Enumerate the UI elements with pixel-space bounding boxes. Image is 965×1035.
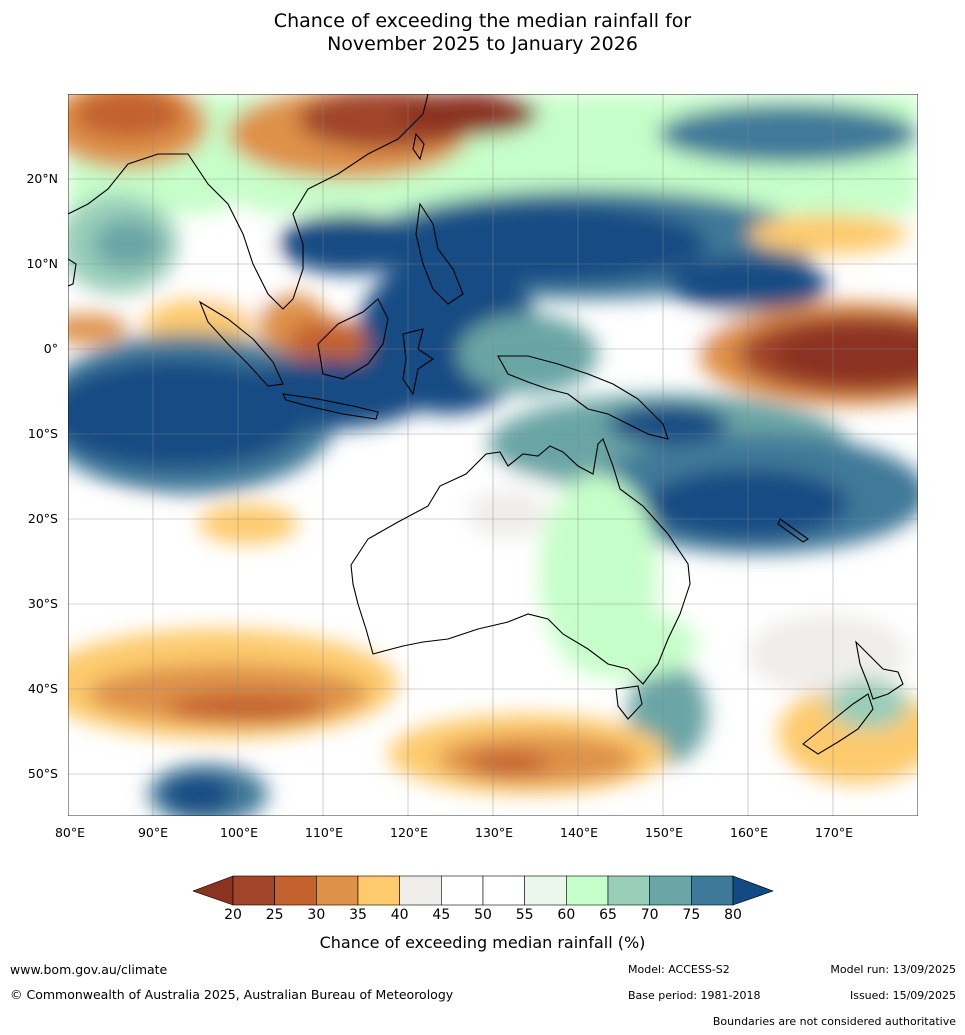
colorbar-cell bbox=[482, 875, 525, 906]
colorbar bbox=[192, 874, 775, 910]
colorbar-cell bbox=[691, 875, 734, 906]
java-coast bbox=[282, 393, 379, 420]
lon-label-120e: 120°E bbox=[389, 825, 429, 840]
colorbar-cell bbox=[357, 875, 400, 906]
footer-disclaimer: Boundaries are not considered authoritat… bbox=[712, 1015, 956, 1028]
lon-label-150e: 150°E bbox=[644, 825, 684, 840]
lat-label-30s: 30°S bbox=[27, 596, 58, 611]
lon-label-90e: 90°E bbox=[137, 825, 169, 840]
colorbar-cell bbox=[607, 875, 650, 906]
footer-base-period: Base period: 1981-2018 bbox=[628, 989, 761, 1002]
graticule bbox=[68, 94, 918, 816]
sri-lanka-coast bbox=[68, 258, 77, 287]
lat-label-20s: 20°S bbox=[27, 511, 58, 526]
lon-label-110e: 110°E bbox=[304, 825, 344, 840]
sumatra-coast bbox=[198, 300, 284, 387]
australia-coast bbox=[350, 438, 691, 685]
title-line-2: November 2025 to January 2026 bbox=[327, 33, 638, 55]
new-guinea-coast bbox=[497, 355, 669, 440]
tasmania-coast bbox=[615, 685, 643, 720]
colorbar-tick-label: 75 bbox=[682, 907, 701, 923]
colorbar-under-triangle bbox=[192, 875, 234, 906]
lon-label-140e: 140°E bbox=[559, 825, 599, 840]
lon-label-80e: 80°E bbox=[54, 825, 86, 840]
philippines-coast bbox=[415, 202, 464, 305]
chart-title: Chance of exceeding the median rainfall … bbox=[0, 10, 965, 56]
footer-copyright: © Commonwealth of Australia 2025, Austra… bbox=[10, 987, 454, 1002]
lat-label-50s: 50°S bbox=[27, 766, 58, 781]
sulawesi-coast bbox=[402, 328, 434, 396]
lat-label-10s: 10°S bbox=[27, 426, 58, 441]
colorbar-tick-label: 30 bbox=[307, 907, 326, 923]
colorbar-tick-label: 20 bbox=[224, 907, 242, 923]
footer-model: Model: ACCESS-S2 bbox=[628, 963, 730, 976]
new-zealand-south bbox=[802, 693, 874, 755]
colorbar-cell bbox=[441, 875, 484, 906]
borneo-coast bbox=[317, 298, 389, 380]
taiwan-coast bbox=[412, 132, 425, 161]
lat-label-10n: 10°N bbox=[26, 256, 58, 271]
colorbar-over-triangle bbox=[732, 875, 774, 906]
colorbar-tick-label: 50 bbox=[474, 907, 492, 923]
colorbar-tick-label: 45 bbox=[432, 907, 451, 923]
lat-label-0: 0° bbox=[43, 341, 58, 356]
footer-website: www.bom.gov.au/climate bbox=[10, 962, 168, 977]
footer-issued: Issued: 15/09/2025 bbox=[849, 989, 956, 1002]
footer-model-run: Model run: 13/09/2025 bbox=[830, 963, 956, 976]
colorbar-cell bbox=[316, 875, 359, 906]
colorbar-cell bbox=[566, 875, 609, 906]
colorbar-label: Chance of exceeding median rainfall (%) bbox=[319, 933, 646, 952]
lat-label-20n: 20°N bbox=[26, 171, 58, 186]
colorbar-cell bbox=[649, 875, 692, 906]
new-zealand-north bbox=[855, 640, 904, 700]
lon-label-170e: 170°E bbox=[814, 825, 854, 840]
colorbar-cell bbox=[524, 875, 567, 906]
colorbar-tick-label: 40 bbox=[390, 907, 409, 923]
title-line-1: Chance of exceeding the median rainfall … bbox=[273, 10, 692, 32]
colorbar-tick-label: 60 bbox=[557, 907, 576, 923]
lon-label-160e: 160°E bbox=[729, 825, 769, 840]
colorbar-tick-label: 35 bbox=[349, 907, 367, 923]
new-caledonia-coast bbox=[777, 518, 810, 543]
colorbar-tick-label: 65 bbox=[599, 907, 617, 923]
colorbar-cell bbox=[232, 875, 275, 906]
lat-label-40s: 40°S bbox=[27, 681, 58, 696]
colorbar-tick-label: 55 bbox=[515, 907, 534, 923]
colorbar-cell bbox=[399, 875, 442, 906]
colorbar-cell bbox=[274, 875, 317, 906]
colorbar-tick-label: 25 bbox=[265, 907, 284, 923]
lon-label-130e: 130°E bbox=[474, 825, 514, 840]
colorbar-tick-label: 70 bbox=[640, 907, 659, 923]
lon-label-100e: 100°E bbox=[219, 825, 259, 840]
rainfall-map bbox=[68, 94, 918, 816]
colorbar-tick-label: 80 bbox=[724, 907, 742, 923]
coastlines bbox=[68, 94, 904, 755]
asia-mainland-coast bbox=[68, 94, 429, 310]
